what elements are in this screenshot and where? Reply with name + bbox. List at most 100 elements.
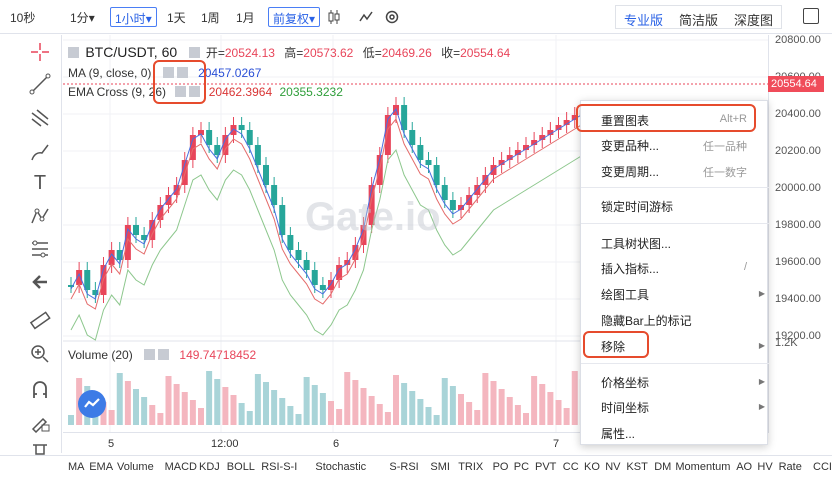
interval-1h[interactable]: 1小时▾ (110, 7, 157, 27)
ma-label: MA (9, close, 0) (68, 66, 152, 80)
fullscreen-icon[interactable] (803, 8, 819, 24)
price-axis[interactable]: 20800.00 20600.00 20400.00 20200.00 2000… (768, 34, 832, 433)
indicator-po[interactable]: PO (492, 461, 509, 473)
menu-item-time-scale[interactable]: 时间坐标 ▶ (581, 394, 769, 418)
indicator-ema[interactable]: EMA (89, 461, 114, 473)
interval-1m[interactable]: 1分▾ (70, 11, 95, 25)
volume-bar (328, 401, 334, 425)
ema-settings-icon[interactable] (175, 86, 187, 97)
settings-icon[interactable] (384, 9, 400, 28)
indicator-cci[interactable]: CCI (813, 461, 832, 473)
volume-settings-icon[interactable] (144, 349, 156, 360)
interval-1mo[interactable]: 1月 (236, 11, 255, 25)
indicator-hv[interactable]: HV (757, 461, 773, 473)
interval-1d[interactable]: 1天 (167, 11, 186, 25)
ema-close-icon[interactable] (189, 86, 201, 97)
volume-label: Volume (20) (68, 348, 133, 362)
menu-item-change-symbol[interactable]: 变更品种... 任一品种 (581, 132, 769, 156)
lock-pencil-icon[interactable] (26, 411, 54, 434)
menu-item-remove[interactable]: 移除 ▶ (581, 333, 769, 357)
indicator-kdj[interactable]: KDJ (199, 461, 220, 473)
volume-value: 149.74718452 (179, 348, 257, 362)
fib-tool-icon[interactable] (26, 107, 54, 129)
indicator-momentum[interactable]: Momentum (675, 461, 731, 473)
tab-simple[interactable]: 简洁版 (679, 13, 719, 28)
indicator-pc[interactable]: PC (513, 461, 530, 473)
candle-body (263, 165, 269, 185)
menu-item-hide-marks[interactable]: 隐藏Bar上的标记 (581, 307, 769, 331)
volume-bar (246, 411, 253, 425)
indicator-rsi-s-i[interactable]: RSI-S-I (261, 461, 298, 473)
indicator-boll[interactable]: BOLL (226, 461, 255, 473)
candle-body (214, 145, 221, 155)
indicator-kst[interactable]: KST (626, 461, 648, 473)
indicators-fx-icon[interactable] (358, 9, 374, 28)
text-tool-icon[interactable]: T (33, 172, 47, 194)
candle-body (246, 130, 253, 145)
trash-icon[interactable] (26, 439, 54, 461)
indicator-s-rsi[interactable]: S-RSI (389, 461, 419, 473)
volume-bar (555, 400, 562, 425)
crosshair-icon[interactable] (26, 41, 54, 63)
time-axis[interactable]: 5 12:00 6 7 (63, 432, 768, 454)
ma-settings-icon[interactable] (162, 67, 174, 78)
magnet-icon[interactable] (26, 379, 54, 401)
volume-bar (157, 413, 164, 425)
collapse-icon[interactable] (68, 47, 79, 58)
menu-label: 变更周期... (601, 165, 660, 179)
indicator-smi[interactable]: SMI (430, 461, 450, 473)
tab-depth[interactable]: 深度图 (734, 13, 774, 28)
menu-item-drawing-tools[interactable]: 绘图工具 ▶ (581, 281, 769, 305)
brush-icon[interactable] (26, 141, 54, 163)
menu-item-change-interval[interactable]: 变更周期... 任一数字 (581, 158, 769, 182)
legend-settings-icon[interactable] (188, 47, 200, 58)
volume-bar (417, 399, 424, 425)
ma-close-icon[interactable] (176, 67, 188, 78)
menu-item-price-scale[interactable]: 价格坐标 ▶ (581, 369, 769, 393)
indicator-volume[interactable]: Volume (117, 461, 154, 473)
candle-body (384, 115, 391, 155)
menu-item-reset-chart[interactable]: 重置图表 Alt+R (581, 107, 769, 131)
indicator-ko[interactable]: KO (584, 461, 600, 473)
highlight-remove (583, 331, 649, 358)
top-toolbar: 10秒 1分▾ 1小时▾ 1天 1周 1月 前复权▾ 专业版 简洁版 深度图 (0, 0, 832, 34)
projection-icon[interactable] (26, 238, 54, 260)
interval-10s[interactable]: 10秒 (10, 11, 36, 25)
volume-bar (482, 373, 489, 425)
adjust-dropdown[interactable]: 前复权▾ (268, 7, 321, 27)
indicator-stochastic[interactable]: Stochastic (315, 461, 367, 473)
menu-item-lock-cursor[interactable]: 锁定时间游标 (581, 193, 769, 217)
indicator-macd[interactable]: MACD (164, 461, 197, 473)
indicator-ao[interactable]: AO (736, 461, 753, 473)
indicator-nv[interactable]: NV (605, 461, 621, 473)
menu-shortcut: Alt+R (719, 113, 747, 125)
menu-item-properties[interactable]: 属性... (581, 420, 769, 444)
back-arrow-icon[interactable] (26, 271, 54, 293)
open-label: 开= (205, 46, 225, 60)
candle-style-icon[interactable] (327, 9, 341, 28)
volume-close-icon[interactable] (158, 349, 170, 360)
indicator-dm[interactable]: DM (654, 461, 672, 473)
candle-body (68, 285, 74, 287)
menu-label: 价格坐标 (601, 376, 650, 390)
pattern-icon[interactable] (26, 205, 54, 227)
menu-item-insert-indicator[interactable]: 插入指标... / (581, 255, 769, 279)
interval-1w[interactable]: 1周 (201, 11, 220, 25)
zoom-in-icon[interactable] (26, 343, 54, 365)
ema-legend: EMA Cross (9, 26) 20462.3964 20355.3232 (68, 85, 343, 99)
candle-body (279, 205, 286, 235)
menu-item-object-tree[interactable]: 工具树状图... (581, 230, 769, 254)
tab-pro[interactable]: 专业版 (624, 13, 664, 28)
price-tick: 19400.00 (775, 293, 821, 305)
trend-line-icon[interactable] (26, 73, 54, 95)
menu-label: 重置图表 (601, 114, 650, 128)
indicator-trix[interactable]: TRIX (458, 461, 484, 473)
indicator-cc[interactable]: CC (562, 461, 579, 473)
volume-bar (336, 409, 343, 425)
indicator-pvt[interactable]: PVT (535, 461, 557, 473)
ruler-icon[interactable] (26, 309, 54, 331)
candle-body (417, 145, 424, 160)
indicator-rate[interactable]: Rate (778, 461, 802, 473)
volume-bar (165, 376, 172, 425)
indicator-ma[interactable]: MA (68, 461, 85, 473)
